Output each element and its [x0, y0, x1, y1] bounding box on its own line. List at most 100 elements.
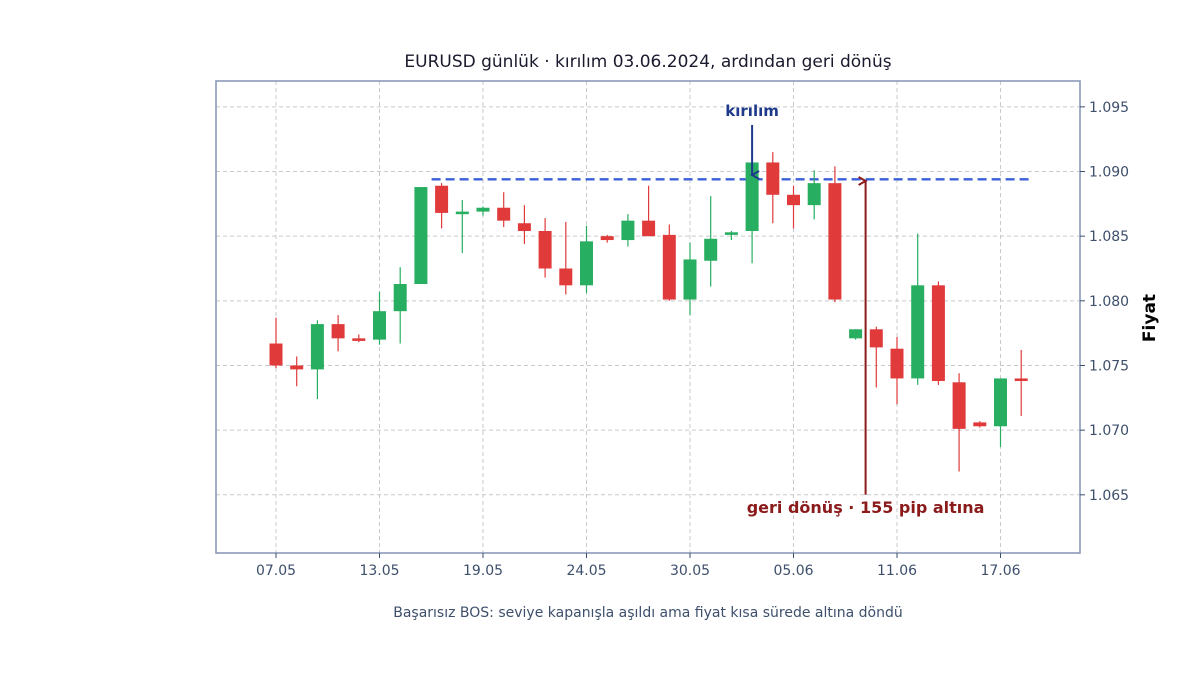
candle-bullish: [373, 291, 386, 345]
chart-title: EURUSD günlük · kırılım 03.06.2024, ardı…: [404, 52, 891, 72]
candle-body: [538, 231, 552, 269]
candle-bearish: [787, 185, 800, 229]
candle-bearish: [331, 315, 345, 352]
candle-body: [724, 232, 738, 235]
candle-body: [662, 234, 676, 300]
x-tick-label: 17.06: [980, 563, 1020, 579]
candle-bearish: [931, 281, 945, 385]
candle-bullish: [393, 267, 407, 344]
candle-body: [890, 348, 904, 379]
candle-body: [807, 183, 821, 206]
candle-bearish: [1014, 349, 1028, 416]
candle-body: [931, 285, 945, 382]
candle-body: [290, 365, 304, 370]
annotation-return-label: geri dönüş · 155 pip altına: [747, 498, 985, 517]
candle-bullish: [621, 214, 635, 247]
candle-bullish: [414, 187, 428, 285]
candle-body: [331, 324, 345, 339]
y-tick-label: 1.075: [1089, 358, 1129, 374]
candle-body: [455, 211, 469, 215]
candle-bearish: [869, 326, 883, 388]
candle-body: [269, 343, 283, 366]
candle-body: [952, 382, 966, 429]
candle-body: [1014, 378, 1028, 382]
candle-bearish: [828, 166, 842, 303]
candle-body: [559, 268, 573, 286]
x-tick-label: 19.05: [463, 563, 503, 579]
candle-bullish: [704, 196, 718, 287]
candle-body: [414, 187, 428, 285]
candle-bearish: [600, 234, 614, 243]
candle-bullish: [994, 378, 1007, 447]
candle-body: [828, 183, 842, 300]
candle-bearish: [517, 205, 531, 244]
candle-body: [435, 185, 449, 213]
y-axis-label: Fiyat: [1140, 294, 1160, 342]
candle-bearish: [497, 192, 511, 228]
candle-bearish: [662, 224, 676, 301]
chart-caption: Başarısız BOS: seviye kapanışla aşıldı a…: [393, 605, 903, 621]
annotations: kırılım geri dönüş · 155 pip altına: [725, 102, 984, 517]
candle-body: [994, 378, 1007, 427]
candle-body: [849, 329, 863, 339]
candle-body: [310, 324, 324, 370]
annotation-breakout-label: kırılım: [725, 102, 779, 120]
candle-bearish: [290, 356, 304, 387]
candle-body: [787, 194, 800, 206]
candle-bearish: [766, 152, 780, 224]
candle-bullish: [580, 225, 593, 294]
candle-body: [911, 285, 925, 379]
candle-bullish: [455, 199, 469, 253]
candle-bearish: [890, 337, 904, 405]
y-axis-ticks: 1.065 1.070 1.075 1.080 1.085 1.090 1.095: [1080, 100, 1129, 504]
candle-body: [373, 311, 386, 340]
plot-frame: [215, 80, 1081, 554]
x-tick-label: 24.05: [566, 563, 606, 579]
x-tick-label: 30.05: [670, 563, 710, 579]
candle-bearish: [952, 373, 966, 472]
candle-body: [973, 422, 987, 427]
candle-bullish: [476, 206, 490, 216]
candle-body: [642, 220, 656, 237]
candle-body: [600, 236, 614, 241]
x-tick-label: 05.06: [773, 563, 813, 579]
x-axis-ticks: 07.05 13.05 19.05 24.05 30.05 05.06 11.06 17.06: [256, 553, 1021, 579]
candle-bullish: [807, 170, 821, 220]
candles: [269, 152, 1028, 472]
candle-body: [580, 241, 593, 286]
grid-lines: [216, 81, 1080, 553]
candle-bearish: [538, 218, 552, 278]
candle-bearish: [642, 185, 656, 237]
x-tick-label: 13.05: [359, 563, 399, 579]
candle-body: [497, 207, 511, 221]
candle-body: [869, 329, 883, 348]
candle-bullish: [310, 320, 324, 400]
candle-body: [476, 207, 490, 212]
candle-bullish: [911, 233, 925, 385]
y-tick-label: 1.065: [1089, 488, 1129, 504]
candle-bearish: [559, 221, 573, 295]
candle-body: [621, 220, 635, 241]
candle-bearish: [269, 317, 283, 369]
candle-bearish: [435, 183, 449, 229]
y-tick-label: 1.080: [1089, 294, 1129, 310]
candle-bullish: [724, 231, 738, 241]
y-tick-label: 1.070: [1089, 423, 1129, 439]
candle-body: [683, 259, 697, 300]
candle-bullish: [849, 329, 863, 340]
candle-body: [766, 162, 780, 195]
candle-body: [517, 223, 531, 232]
candle-bullish: [683, 242, 697, 316]
candle-bearish: [973, 421, 987, 428]
candle-bullish: [745, 162, 759, 264]
x-tick-label: 07.05: [256, 563, 296, 579]
candle-body: [393, 284, 407, 312]
candle-body: [352, 338, 366, 341]
candle-body: [704, 238, 718, 261]
candle-bearish: [352, 334, 366, 343]
y-tick-label: 1.085: [1089, 229, 1129, 245]
y-tick-label: 1.095: [1089, 100, 1129, 116]
x-tick-label: 11.06: [877, 563, 917, 579]
